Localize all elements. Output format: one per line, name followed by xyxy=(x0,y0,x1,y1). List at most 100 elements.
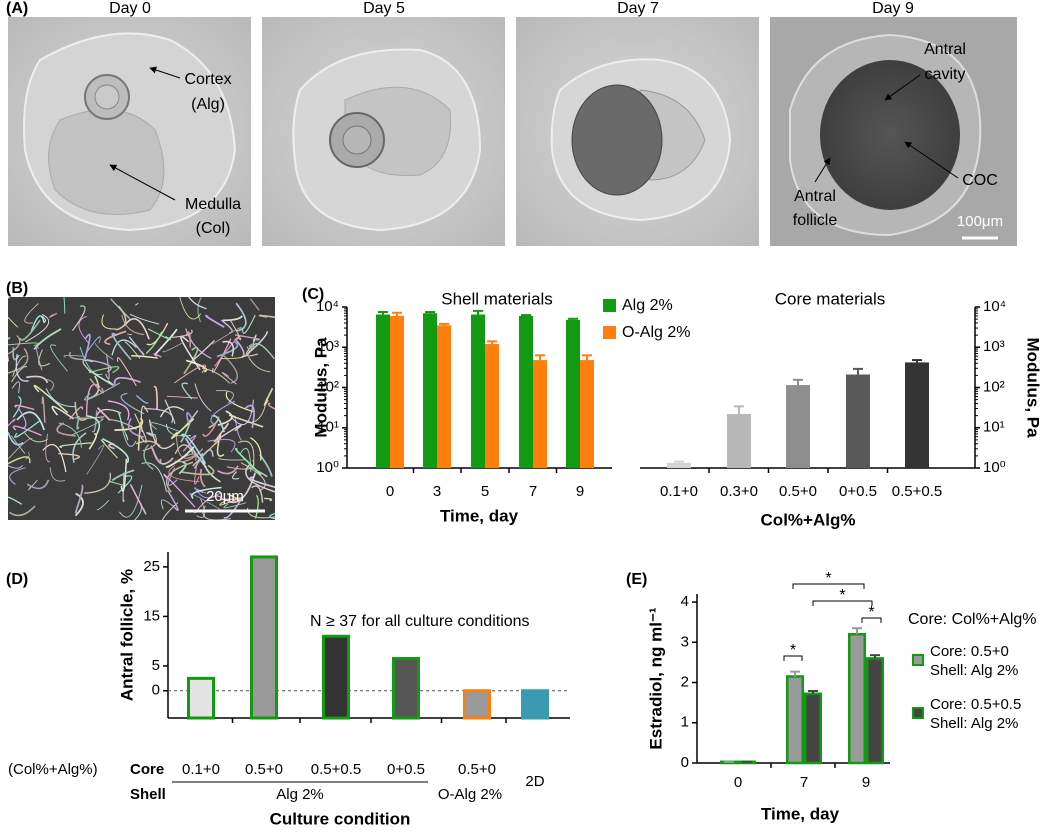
bar xyxy=(786,675,804,765)
legend-label: O-Alg 2% xyxy=(622,324,690,341)
fibre xyxy=(94,342,114,360)
fibre xyxy=(111,469,135,482)
fibre xyxy=(219,496,243,506)
fibre xyxy=(216,390,234,404)
legend-swatch xyxy=(603,299,616,312)
fibre xyxy=(68,351,84,361)
fibre xyxy=(166,461,194,493)
fibre xyxy=(201,367,231,384)
fibre xyxy=(8,418,16,427)
fibre xyxy=(188,297,207,310)
fibre xyxy=(234,334,261,341)
fibre xyxy=(86,444,105,475)
fibre xyxy=(222,340,235,357)
y-axis-label: Modulus, Pa xyxy=(311,337,330,438)
fibre xyxy=(45,388,76,408)
legend-title: Core: Col%+Alg% xyxy=(908,611,1037,628)
fibre xyxy=(147,328,171,341)
y-tick-label: 10⁴ xyxy=(316,298,339,315)
fibre xyxy=(145,331,163,354)
fibre xyxy=(269,512,275,520)
row-label: Core xyxy=(130,761,164,778)
scale-label: 100μm xyxy=(957,213,1003,230)
fibre xyxy=(8,431,24,446)
bar xyxy=(580,360,594,468)
significance-star: * xyxy=(825,570,831,587)
fibre xyxy=(28,479,38,491)
fibre xyxy=(111,332,132,361)
fibre xyxy=(146,322,169,346)
fibre xyxy=(12,355,27,377)
fibre xyxy=(110,298,131,320)
annotation: COC xyxy=(962,172,998,189)
fibre xyxy=(49,467,66,482)
fibre xyxy=(170,329,193,339)
annotation: (Alg) xyxy=(191,96,225,113)
fibre xyxy=(96,407,111,421)
fibre xyxy=(58,422,82,448)
bar xyxy=(566,319,580,468)
panel-label: (A) xyxy=(6,0,28,17)
fibre xyxy=(129,484,147,515)
fibre xyxy=(121,314,145,335)
bar xyxy=(485,344,499,468)
fibre xyxy=(194,486,221,499)
fibre xyxy=(49,312,58,318)
fibre xyxy=(101,438,129,464)
fibre xyxy=(76,415,80,430)
fibre xyxy=(26,479,50,490)
fibre xyxy=(33,328,62,350)
significance-bracket xyxy=(783,655,803,661)
fibre xyxy=(12,347,20,361)
fibre xyxy=(250,343,275,360)
fibre xyxy=(186,411,193,424)
fibre xyxy=(264,497,273,502)
fibre xyxy=(84,472,111,494)
fibre xyxy=(164,399,176,424)
fibre xyxy=(176,435,196,459)
fibre xyxy=(221,371,237,385)
bar xyxy=(905,362,929,468)
fibre xyxy=(222,315,243,322)
y-tick-label: 4 xyxy=(681,593,689,610)
fibre xyxy=(101,314,117,330)
fibre xyxy=(30,315,45,334)
x-tick-label: 0 xyxy=(386,483,394,500)
micrograph-day0 xyxy=(8,17,251,246)
fibre xyxy=(143,444,154,471)
bar xyxy=(521,689,549,720)
bar xyxy=(423,313,437,468)
y-tick-label: 3 xyxy=(681,633,689,650)
y-tick-label: 25 xyxy=(143,558,160,575)
fibre xyxy=(221,346,250,360)
legend-label: Core: 0.5+0.5 Shell: Alg 2% xyxy=(930,696,1021,732)
fibre xyxy=(116,357,137,387)
fibre xyxy=(166,395,199,399)
fibre xyxy=(26,375,49,384)
fibre xyxy=(83,333,91,361)
bar xyxy=(866,657,884,765)
x-tick-label: 0 xyxy=(734,774,742,791)
annotation: Medulla xyxy=(185,196,241,213)
fibre xyxy=(85,414,101,436)
fibre xyxy=(15,354,29,382)
y-tick-label: 10⁴ xyxy=(983,298,1006,315)
annotation: Antral xyxy=(794,188,836,205)
fibre xyxy=(16,411,45,431)
fibre xyxy=(8,496,23,505)
x-tick-label: 0.1+0 xyxy=(182,761,220,778)
chart-title: Shell materials xyxy=(441,289,553,308)
fibre xyxy=(96,499,110,511)
fibre xyxy=(113,377,141,386)
fibre xyxy=(87,369,114,386)
y-tick-label: 1 xyxy=(681,714,689,731)
panel-label: (C) xyxy=(302,286,324,303)
fibre xyxy=(250,437,262,461)
day-title: Day 9 xyxy=(872,0,914,17)
fibre xyxy=(182,435,197,452)
fibre xyxy=(197,297,202,323)
fibre xyxy=(79,346,103,376)
y-tick-label: 10¹ xyxy=(317,419,339,436)
annotation: (Col) xyxy=(196,220,231,237)
